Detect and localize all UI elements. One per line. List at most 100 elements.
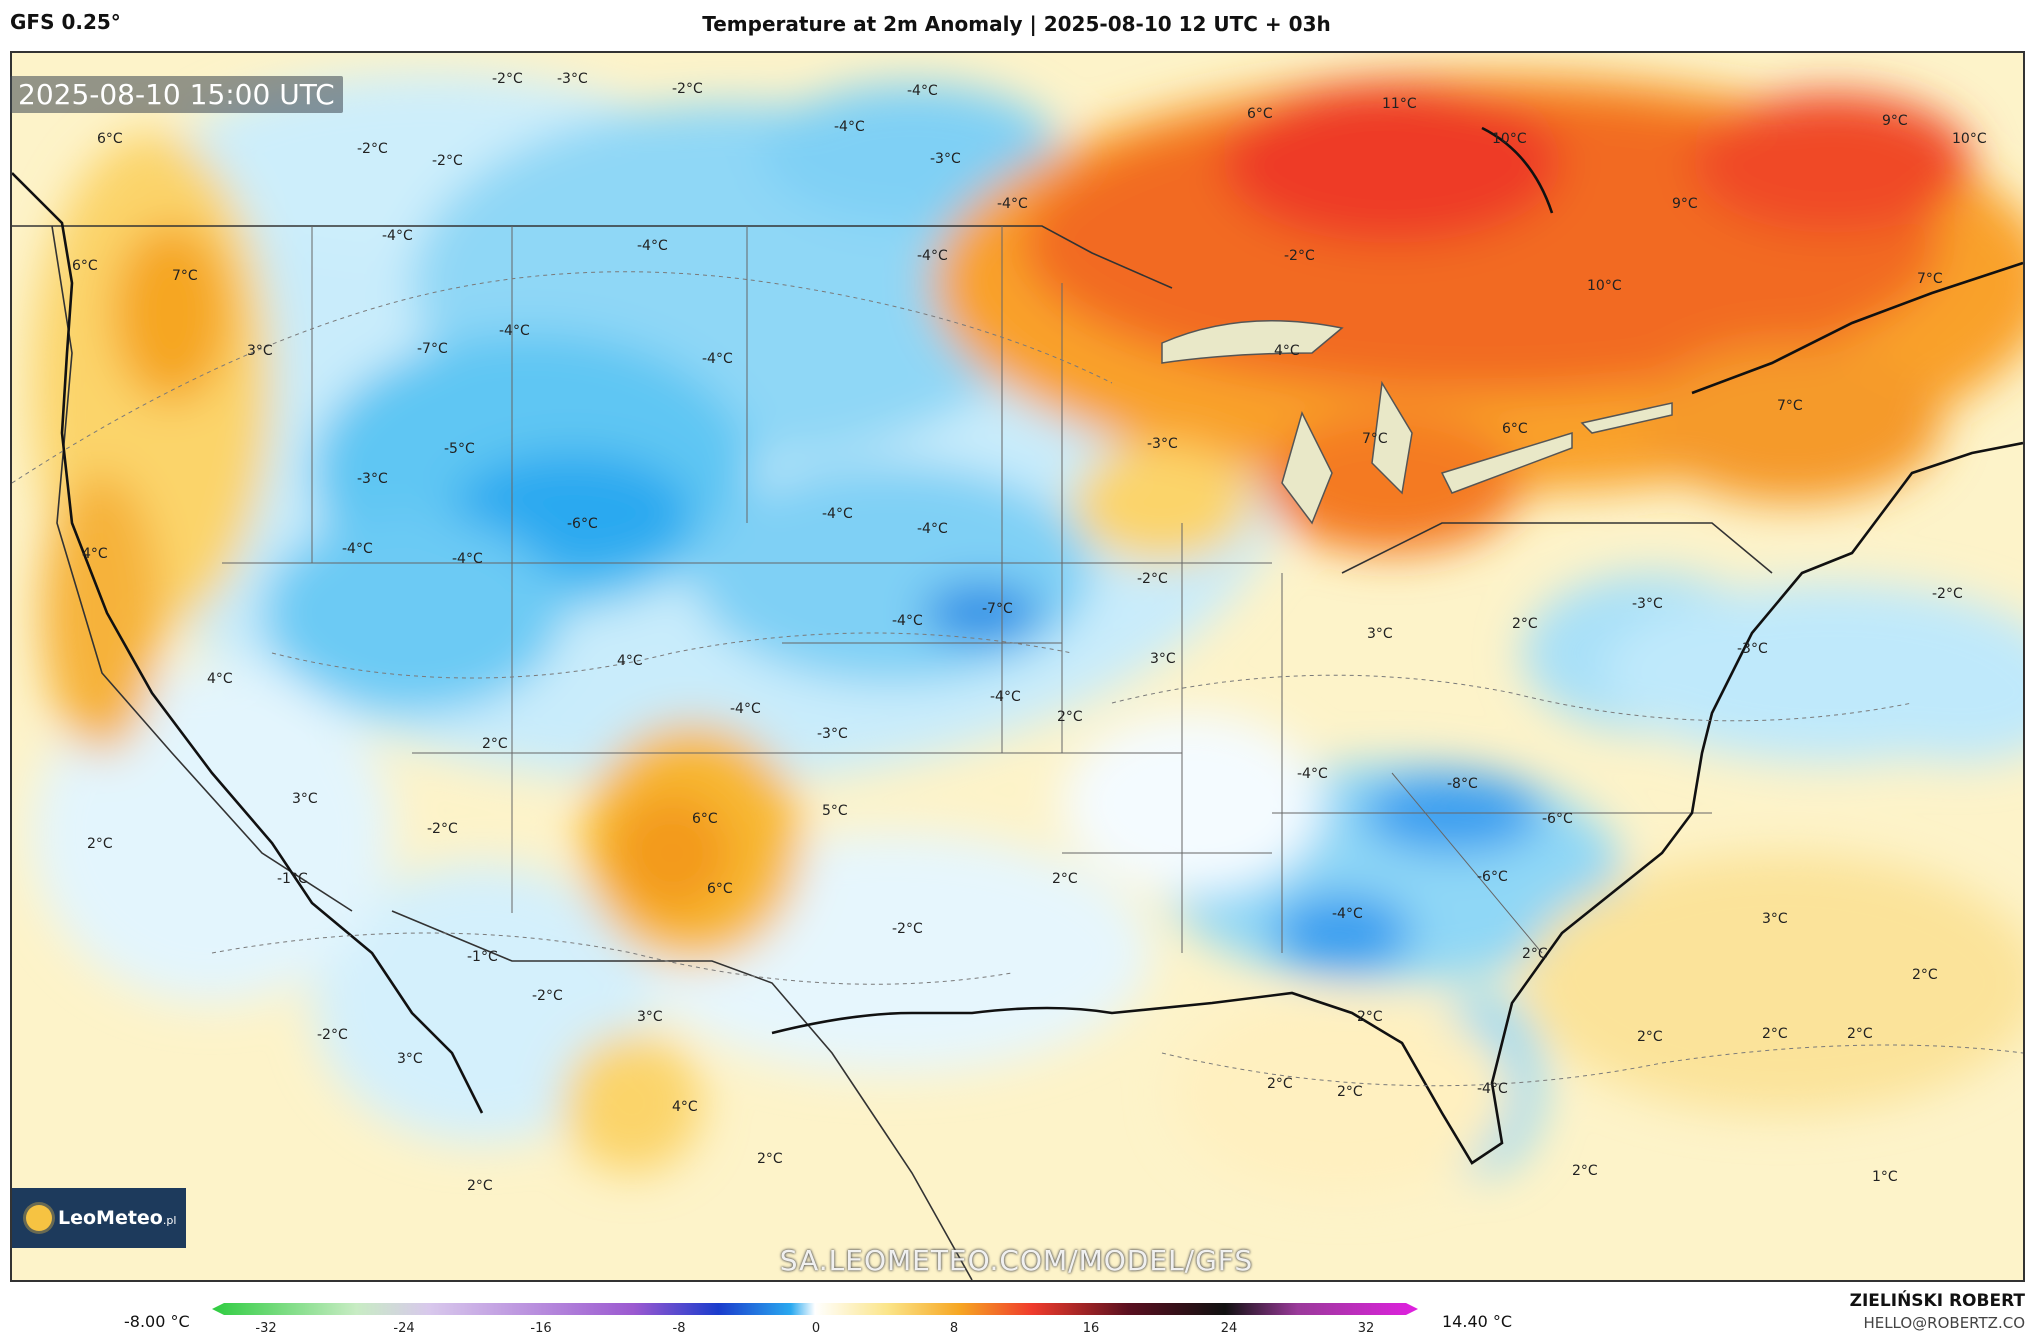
anomaly-label: -4°C bbox=[990, 689, 1021, 705]
anomaly-label: -4°C bbox=[907, 83, 938, 99]
anomaly-label: -4°C bbox=[1477, 1081, 1508, 1097]
anomaly-label: 9°C bbox=[1882, 113, 1908, 129]
scale-tick: 16 bbox=[1082, 1321, 1100, 1336]
anomaly-label: -7°C bbox=[417, 341, 448, 357]
contour-lines bbox=[12, 271, 2023, 1087]
legend-max-label: 14.40 °C bbox=[1442, 1312, 1513, 1331]
anomaly-label: -3°C bbox=[817, 726, 848, 742]
anomaly-label: 2°C bbox=[1572, 1163, 1598, 1179]
anomaly-label: -4°C bbox=[342, 541, 373, 557]
anomaly-label: -4°C bbox=[834, 119, 865, 135]
anomaly-label: 2°C bbox=[482, 736, 508, 752]
anomaly-label: 2°C bbox=[1337, 1084, 1363, 1100]
anomaly-label: -5°C bbox=[444, 441, 475, 457]
anomaly-label: 9°C bbox=[1672, 196, 1698, 212]
anomaly-label: 2°C bbox=[1267, 1076, 1293, 1092]
anomaly-label: 2°C bbox=[87, 836, 113, 852]
anomaly-label: -3°C bbox=[1632, 596, 1663, 612]
anomaly-label: 6°C bbox=[1247, 106, 1273, 122]
anomaly-label: -2°C bbox=[892, 921, 923, 937]
anomaly-label: 5°C bbox=[822, 803, 848, 819]
anomaly-label: 2°C bbox=[1052, 871, 1078, 887]
anomaly-label: -6°C bbox=[1477, 869, 1508, 885]
anomaly-label: -4°C bbox=[917, 248, 948, 264]
anomaly-label: 2°C bbox=[1912, 967, 1938, 983]
anomaly-label: -8°C bbox=[1447, 776, 1478, 792]
valid-time-badge: 2025-08-10 15:00 UTC bbox=[10, 76, 343, 113]
source-watermark: SA.LEOMETEO.COM/MODEL/GFS bbox=[779, 1244, 1254, 1277]
anomaly-label: 2°C bbox=[1057, 709, 1083, 725]
scale-tick: 0 bbox=[811, 1321, 821, 1336]
anomaly-label: 4°C bbox=[207, 671, 233, 687]
anomaly-label: -3°C bbox=[357, 471, 388, 487]
color-scale-bar bbox=[212, 1303, 1418, 1315]
anomaly-label: -2°C bbox=[1932, 586, 1963, 602]
scale-tick: 32 bbox=[1357, 1321, 1375, 1336]
anomaly-label: 10°C bbox=[1952, 131, 1987, 147]
anomaly-label: 4°C bbox=[617, 653, 643, 669]
scale-tick: 8 bbox=[949, 1321, 959, 1336]
anomaly-label: 6°C bbox=[692, 811, 718, 827]
anomaly-label: 2°C bbox=[1847, 1026, 1873, 1042]
anomaly-label: -4°C bbox=[452, 551, 483, 567]
anomaly-label: 11°C bbox=[1382, 96, 1417, 112]
logo-text: LeoMeteo.pl bbox=[58, 1207, 177, 1229]
anomaly-label: -7°C bbox=[982, 601, 1013, 617]
anomaly-label: -4°C bbox=[892, 613, 923, 629]
anomaly-label: -4°C bbox=[1297, 766, 1328, 782]
anomaly-label: 6°C bbox=[1502, 421, 1528, 437]
anomaly-label: -1°C bbox=[277, 871, 308, 887]
anomaly-label: 4°C bbox=[82, 546, 108, 562]
anomaly-label: 7°C bbox=[1777, 398, 1803, 414]
anomaly-label: 2°C bbox=[467, 1178, 493, 1194]
anomaly-label: -2°C bbox=[317, 1027, 348, 1043]
scale-tick: 24 bbox=[1220, 1321, 1238, 1336]
anomaly-label: 3°C bbox=[637, 1009, 663, 1025]
anomaly-label: -2°C bbox=[432, 153, 463, 169]
anomaly-map[interactable]: -2°C -3°C -2°C -4°C -4°C -3°C -4°C 6°C 1… bbox=[10, 51, 2025, 1282]
scale-tick: -16 bbox=[530, 1321, 552, 1336]
anomaly-label: -4°C bbox=[917, 521, 948, 537]
leometeo-logo[interactable]: LeoMeteo.pl bbox=[12, 1188, 186, 1248]
anomaly-label: 7°C bbox=[1917, 271, 1943, 287]
anomaly-label: -2°C bbox=[427, 821, 458, 837]
anomaly-label: 3°C bbox=[397, 1051, 423, 1067]
anomaly-label: -3°C bbox=[930, 151, 961, 167]
scale-tick: -24 bbox=[393, 1321, 415, 1336]
anomaly-label: 3°C bbox=[1762, 911, 1788, 927]
sun-icon bbox=[26, 1205, 52, 1231]
borders bbox=[12, 225, 1773, 1280]
great-lakes bbox=[1161, 319, 1673, 525]
anomaly-label: -3°C bbox=[557, 71, 588, 87]
anomaly-label: 6°C bbox=[97, 131, 123, 147]
anomaly-label: 4°C bbox=[672, 1099, 698, 1115]
anomaly-label: 2°C bbox=[757, 1151, 783, 1167]
anomaly-label: 3°C bbox=[1367, 626, 1393, 642]
author-credit: ZIELIŃSKI ROBERT HELLO@ROBERTZ.CO bbox=[1850, 1290, 2025, 1334]
author-name: ZIELIŃSKI ROBERT bbox=[1849, 1291, 2025, 1311]
anomaly-label: -2°C bbox=[672, 81, 703, 97]
anomaly-label: -4°C bbox=[499, 323, 530, 339]
anomaly-label: -4°C bbox=[637, 238, 668, 254]
anomaly-label: -6°C bbox=[567, 516, 598, 532]
anomaly-label: -3°C bbox=[1147, 436, 1178, 452]
anomaly-shading bbox=[32, 73, 2023, 1193]
anomaly-label: -2°C bbox=[1284, 248, 1315, 264]
anomaly-label: -2°C bbox=[357, 141, 388, 157]
anomaly-label: -2°C bbox=[532, 988, 563, 1004]
state-lines bbox=[222, 226, 1712, 954]
anomaly-label: -2°C bbox=[1137, 571, 1168, 587]
anomaly-label: -4°C bbox=[382, 228, 413, 244]
anomaly-label: 10°C bbox=[1492, 131, 1527, 147]
anomaly-label: 6°C bbox=[72, 258, 98, 274]
anomaly-label: 2°C bbox=[1637, 1029, 1663, 1045]
legend-min-label: -8.00 °C bbox=[124, 1312, 190, 1331]
anomaly-label: -4°C bbox=[1332, 906, 1363, 922]
scale-tick: -32 bbox=[255, 1321, 277, 1336]
anomaly-label: -4°C bbox=[730, 701, 761, 717]
anomaly-label: 4°C bbox=[1274, 343, 1300, 359]
anomaly-label: 3°C bbox=[247, 343, 273, 359]
anomaly-label: 2°C bbox=[1512, 616, 1538, 632]
anomaly-label: 1°C bbox=[1872, 1169, 1898, 1185]
author-email[interactable]: HELLO@ROBERTZ.CO bbox=[1863, 1314, 2025, 1332]
